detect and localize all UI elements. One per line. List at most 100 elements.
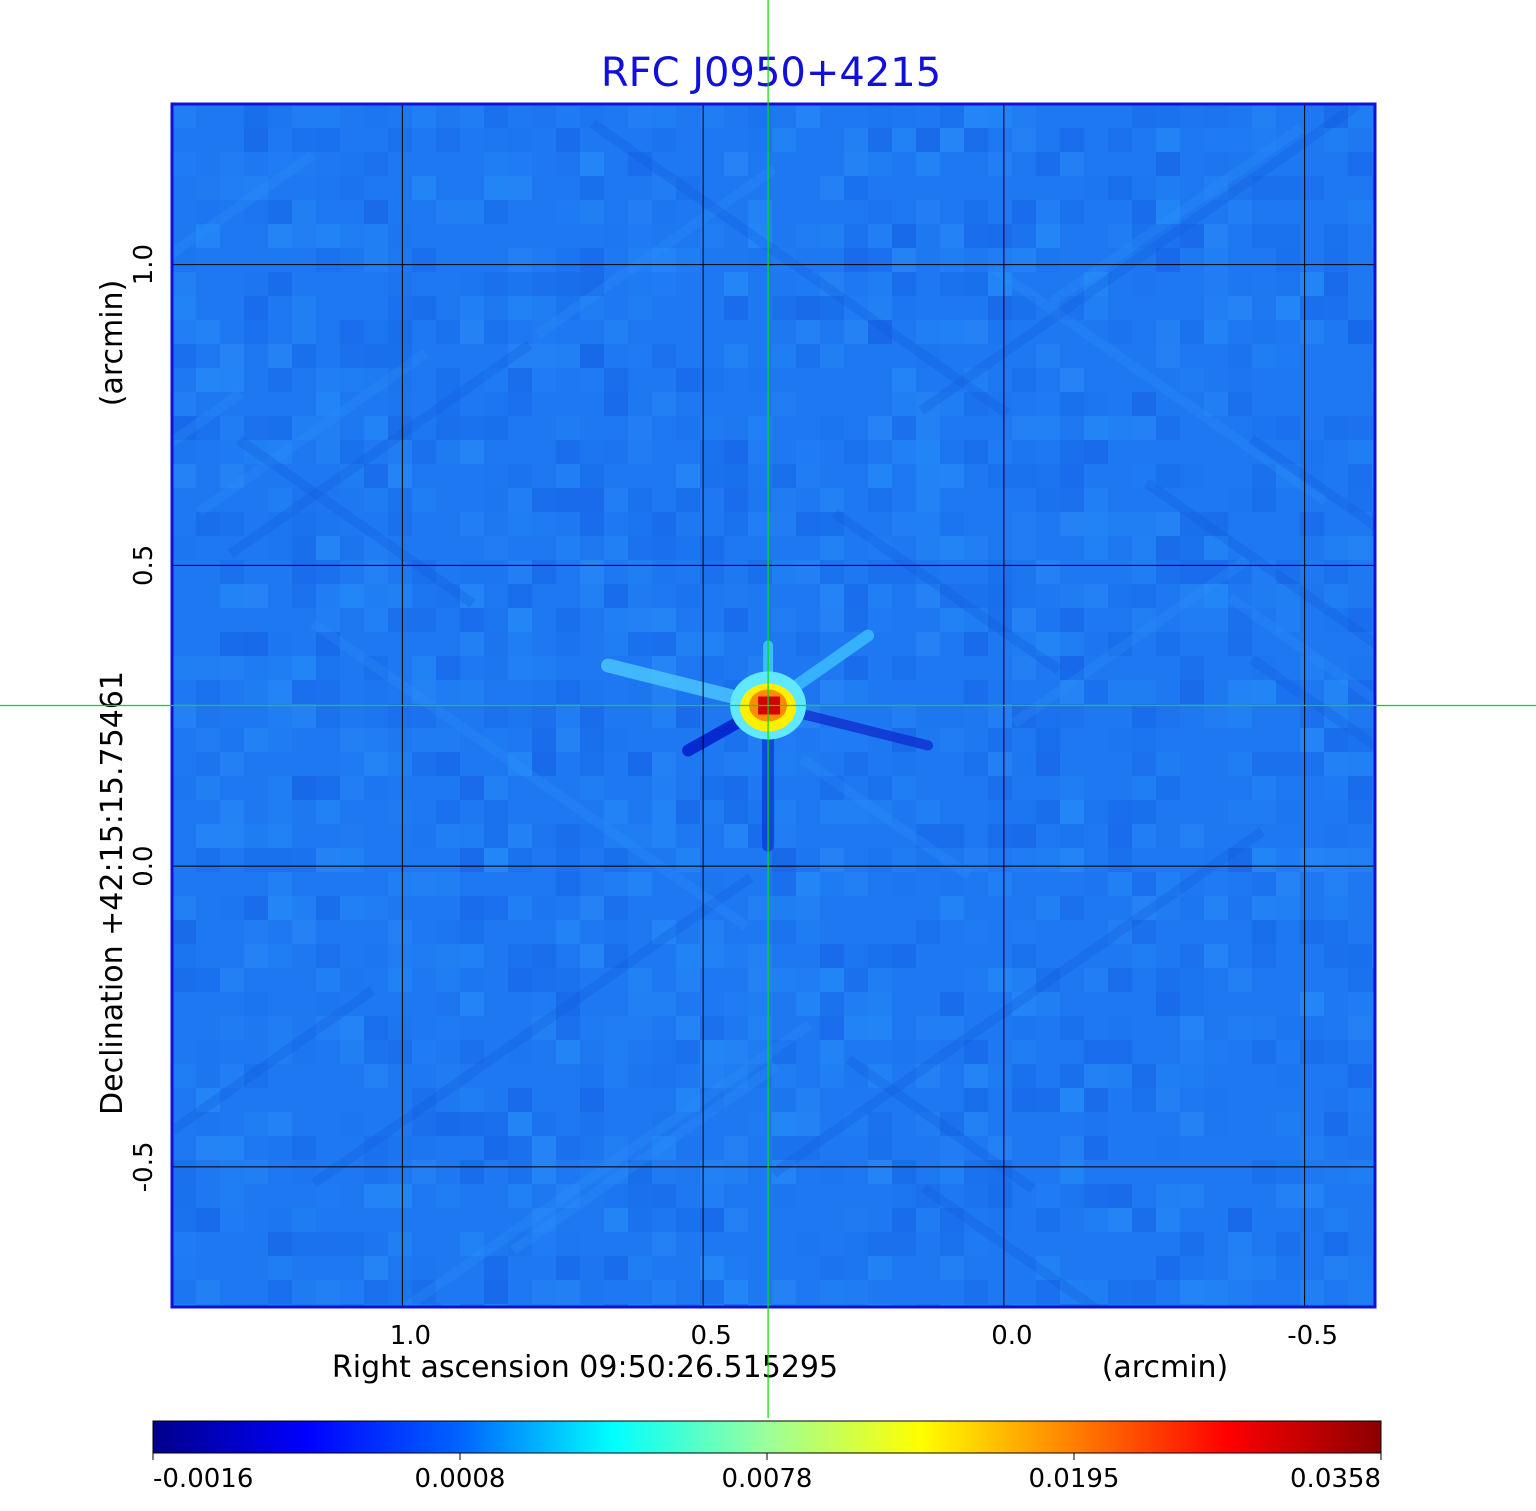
noise-cell [940,224,964,248]
noise-cell [892,1232,916,1256]
noise-cell [532,104,556,128]
noise-cell [1204,152,1228,176]
noise-cell [1156,248,1180,272]
noise-cell [700,944,724,968]
noise-cell [1108,848,1132,872]
noise-cell [940,584,964,608]
noise-cell [676,1016,700,1040]
noise-cell [868,608,892,632]
noise-cell [628,968,652,992]
colorbar-tick-label: 0.0358 [1290,1464,1381,1494]
noise-cell [628,512,652,536]
noise-cell [652,800,676,824]
noise-cell [268,776,292,800]
noise-cell [796,896,820,920]
noise-cell [388,392,412,416]
noise-cell [220,368,244,392]
noise-cell [1036,464,1060,488]
noise-cell [1348,1016,1372,1040]
noise-cell [1012,416,1036,440]
noise-cell [964,752,988,776]
noise-cell [1348,536,1372,560]
noise-cell [532,344,556,368]
noise-cell [652,920,676,944]
noise-cell [724,824,748,848]
noise-cell [700,1256,724,1280]
noise-cell [340,1040,364,1064]
noise-cell [1348,968,1372,992]
noise-cell [700,416,724,440]
noise-cell [316,248,340,272]
noise-cell [1300,272,1324,296]
noise-cell [316,992,340,1016]
noise-cell [1132,608,1156,632]
noise-cell [964,1280,988,1304]
noise-cell [1276,584,1300,608]
noise-cell [412,1280,436,1304]
noise-cell [772,560,796,584]
noise-cell [1012,992,1036,1016]
noise-cell [772,1064,796,1088]
noise-cell [1252,320,1276,344]
noise-cell [388,752,412,776]
noise-cell [988,584,1012,608]
noise-cell [772,800,796,824]
noise-cell [1060,512,1084,536]
noise-cell [868,1064,892,1088]
noise-cell [532,1136,556,1160]
noise-cell [988,440,1012,464]
noise-cell [964,1160,988,1184]
noise-cell [1108,680,1132,704]
noise-cell [1012,248,1036,272]
noise-cell [412,824,436,848]
noise-cell [556,608,580,632]
noise-cell [676,248,700,272]
noise-cell [1132,272,1156,296]
noise-cell [388,1040,412,1064]
noise-cell [268,1136,292,1160]
noise-cell [892,272,916,296]
noise-cell [1132,224,1156,248]
noise-cell [484,728,508,752]
noise-cell [988,800,1012,824]
noise-cell [916,416,940,440]
noise-cell [1204,536,1228,560]
noise-cell [1084,1208,1108,1232]
noise-cell [460,968,484,992]
noise-cell [436,680,460,704]
noise-cell [868,992,892,1016]
noise-cell [772,1040,796,1064]
noise-cell [676,368,700,392]
noise-cell [1108,920,1132,944]
noise-cell [484,632,508,656]
noise-cell [1012,632,1036,656]
noise-cell [268,800,292,824]
noise-cell [1276,176,1300,200]
noise-cell [244,920,268,944]
noise-cell [820,872,844,896]
noise-cell [340,1016,364,1040]
noise-cell [1180,968,1204,992]
noise-cell [1084,1040,1108,1064]
noise-cell [796,1232,820,1256]
noise-cell [1180,608,1204,632]
y-axis-label: Declination +42:15:15.75461 [95,671,130,1115]
noise-cell [1228,296,1252,320]
noise-cell [1132,200,1156,224]
noise-cell [652,104,676,128]
noise-cell [460,1160,484,1184]
noise-cell [988,752,1012,776]
noise-cell [532,896,556,920]
noise-cell [1252,752,1276,776]
noise-cell [388,464,412,488]
noise-cell [796,296,820,320]
noise-cell [196,1280,220,1304]
noise-cell [1036,1208,1060,1232]
noise-cell [580,728,604,752]
noise-streak [831,508,1062,675]
noise-cell [916,152,940,176]
noise-cell [1252,464,1276,488]
noise-cell [628,272,652,296]
noise-cell [1156,128,1180,152]
noise-cell [1132,104,1156,128]
